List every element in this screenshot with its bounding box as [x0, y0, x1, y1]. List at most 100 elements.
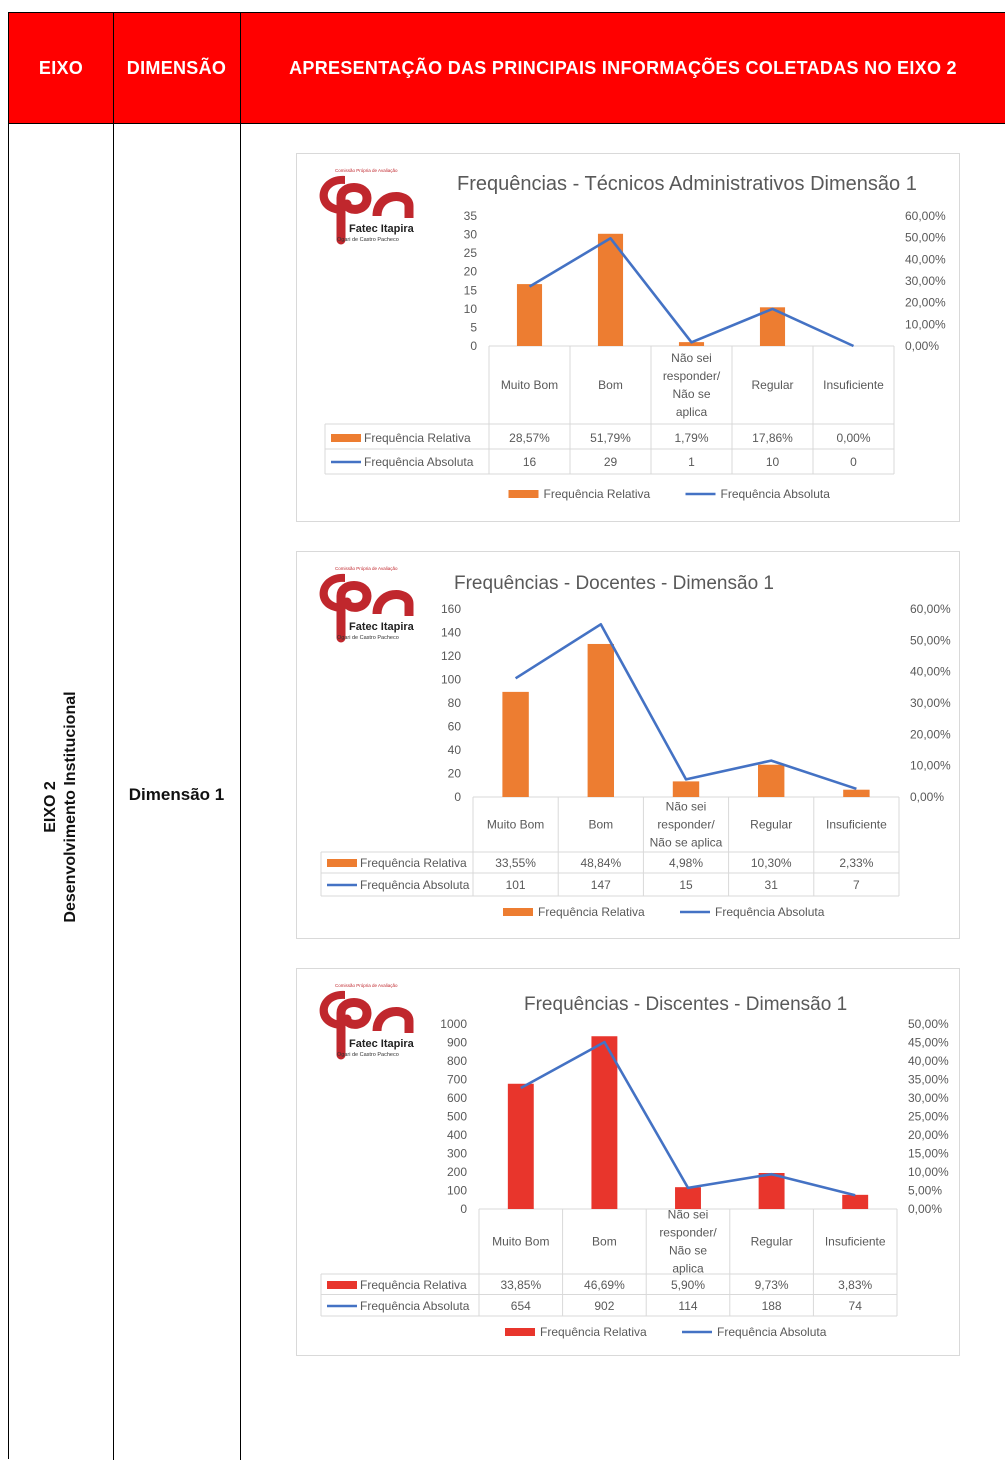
right-tick-label: 10,00%: [908, 1165, 949, 1179]
left-tick-label: 700: [447, 1073, 467, 1087]
right-tick-label: 20,00%: [908, 1128, 949, 1142]
table-value: 17,86%: [752, 431, 793, 445]
chart-svg: Comissão Própria de Avaliação Fatec Itapi…: [319, 566, 951, 919]
table-value: 114: [678, 1299, 697, 1313]
right-tick-label: 10,00%: [905, 317, 946, 331]
table-value: 33,85%: [500, 1278, 541, 1292]
table-legend-bar-key: [327, 1281, 357, 1289]
right-tick-label: 0,00%: [905, 339, 939, 353]
left-tick-label: 20: [464, 265, 478, 279]
right-tick-label: 20,00%: [910, 727, 951, 741]
table-value: 5,90%: [671, 1278, 705, 1292]
table-value: 48,84%: [580, 856, 621, 870]
legend-label: Frequência Absoluta: [721, 487, 831, 501]
category-label: Muito Bom: [487, 818, 544, 832]
right-tick-label: 10,00%: [910, 759, 951, 773]
legend-bar-key: [508, 490, 539, 498]
left-tick-label: 900: [447, 1036, 467, 1050]
table-value: 51,79%: [590, 431, 631, 445]
table-value: 0,00%: [836, 431, 870, 445]
logo-p-shape: [336, 581, 372, 643]
bar: [675, 1187, 701, 1209]
category-label: aplica: [676, 405, 708, 419]
category-label: Não se: [672, 387, 710, 401]
chart-title: Frequências - Técnicos Administrativos D…: [457, 173, 917, 195]
right-tick-label: 35,00%: [908, 1073, 949, 1087]
category-label: Regular: [751, 1235, 793, 1249]
left-tick-label: 35: [464, 209, 478, 223]
left-tick-label: 160: [441, 602, 461, 616]
logo-c-shape: [319, 175, 345, 214]
right-tick-label: 0,00%: [910, 790, 944, 804]
logo-p-shape: [336, 183, 372, 245]
left-tick-label: 40: [448, 743, 462, 757]
left-tick-label: 400: [447, 1128, 467, 1142]
right-tick-label: 50,00%: [905, 231, 946, 245]
bar: [587, 643, 615, 797]
table-value: 1: [688, 455, 695, 469]
table-legend-bar-key: [331, 434, 361, 442]
cpa-logo: Comissão Própria de Avaliação Fatec Itapi…: [319, 983, 415, 1060]
eixo-title: Desenvolvimento Institucional: [62, 691, 79, 923]
table-value: 31: [765, 878, 779, 892]
logo-small-text: Comissão Própria de Avaliação: [335, 983, 398, 988]
logo-small-text: Comissão Própria de Avaliação: [335, 566, 398, 571]
right-tick-label: 25,00%: [908, 1110, 949, 1124]
eixo-number: EIXO 2: [42, 781, 59, 833]
left-tick-label: 10: [464, 302, 478, 316]
table-value: 188: [762, 1299, 782, 1313]
bar: [672, 781, 700, 797]
table-value: 28,57%: [509, 431, 550, 445]
left-tick-label: 0: [460, 1202, 467, 1216]
logo-a-shape: [372, 1007, 414, 1033]
chart-docentes: Comissão Própria de Avaliação Fatec Itapi…: [296, 551, 960, 939]
chart-title: Frequências - Discentes - Dimensão 1: [524, 994, 847, 1015]
bar: [678, 342, 705, 346]
left-tick-label: 800: [447, 1054, 467, 1068]
bar: [507, 1083, 534, 1209]
left-tick-label: 100: [447, 1184, 467, 1198]
legend-label: Frequência Absoluta: [717, 1325, 827, 1339]
legend-label: Frequência Relativa: [540, 1325, 647, 1339]
category-label: Bom: [598, 378, 623, 392]
column-divider: [240, 13, 241, 1460]
table-value: 74: [849, 1299, 863, 1313]
series-line: [528, 237, 855, 348]
right-tick-label: 30,00%: [908, 1091, 949, 1105]
right-tick-label: 45,00%: [908, 1036, 949, 1050]
left-tick-label: 25: [464, 246, 478, 260]
table-value: 4,98%: [669, 856, 703, 870]
left-tick-label: 80: [448, 696, 462, 710]
table-value: 3,83%: [838, 1278, 872, 1292]
right-tick-label: 30,00%: [910, 696, 951, 710]
category-label: Não sei: [666, 800, 707, 814]
right-tick-label: 40,00%: [908, 1054, 949, 1068]
left-tick-label: 600: [447, 1091, 467, 1105]
table-value: 10: [766, 455, 780, 469]
left-tick-label: 5: [470, 320, 477, 334]
table-series-name: Frequência Relativa: [360, 856, 467, 870]
table-value: 101: [506, 878, 526, 892]
category-label: Muito Bom: [492, 1235, 549, 1249]
logo-c-shape: [319, 990, 345, 1029]
table-value: 10,30%: [751, 856, 792, 870]
table-value: 15: [679, 878, 693, 892]
table-series-name: Frequência Relativa: [360, 1278, 467, 1292]
right-tick-label: 60,00%: [910, 602, 951, 616]
logo-name: Fatec Itapira: [349, 223, 415, 235]
category-label: responder/: [663, 369, 721, 383]
logo-a-shape: [372, 192, 414, 218]
chart-title: Frequências - Docentes - Dimensão 1: [454, 573, 774, 594]
left-tick-label: 0: [470, 339, 477, 353]
category-label: Não sei: [668, 1208, 709, 1222]
table-value: 0: [850, 455, 857, 469]
table-value: 902: [594, 1299, 614, 1313]
bar: [758, 1172, 785, 1209]
bar: [757, 764, 785, 797]
column-divider: [113, 13, 114, 1460]
legend-label: Frequência Absoluta: [715, 905, 825, 919]
table-value: 2,33%: [839, 856, 873, 870]
table-series-name: Frequência Absoluta: [364, 455, 474, 469]
bar: [843, 789, 870, 797]
table-value: 654: [511, 1299, 531, 1313]
